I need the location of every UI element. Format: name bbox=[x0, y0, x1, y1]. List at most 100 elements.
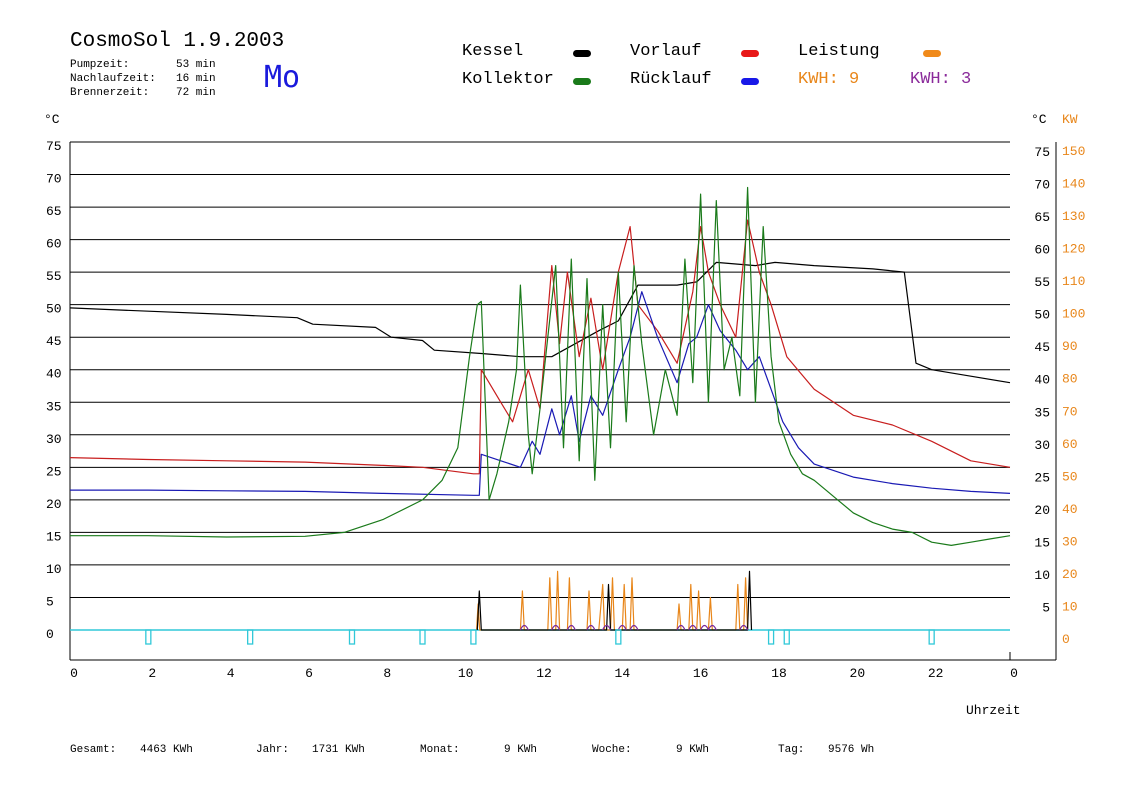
pump-marker-3 bbox=[419, 629, 426, 645]
footer-monat-label: Monat: bbox=[420, 744, 460, 756]
weekday-label: Mo bbox=[264, 60, 301, 95]
y-tick-left-40: 40 bbox=[46, 367, 62, 382]
y-tick-right-5: 5 bbox=[1042, 600, 1050, 615]
y-tick-kw-20: 20 bbox=[1062, 567, 1078, 582]
footer-tag-value: 9576 Wh bbox=[828, 744, 875, 756]
y-tick-kw-100: 100 bbox=[1062, 307, 1085, 322]
x-axis-label: Uhrzeit bbox=[966, 703, 1021, 718]
y-axis-unit-kw: KW bbox=[1062, 112, 1078, 127]
legend-vorlauf-label: Vorlauf bbox=[630, 42, 702, 61]
legend-kollektor-label: Kollektor bbox=[462, 70, 554, 89]
x-tick-10: 20 bbox=[850, 666, 866, 681]
y-tick-kw-10: 10 bbox=[1062, 599, 1078, 614]
kwh-bump-8 bbox=[688, 624, 698, 631]
pump-marker-2 bbox=[348, 629, 356, 645]
y-tick-left-20: 20 bbox=[46, 497, 62, 512]
y-tick-right-75: 75 bbox=[1034, 145, 1050, 160]
kwh-bump-7 bbox=[676, 624, 686, 631]
footer-woche-value: 9 KWh bbox=[676, 744, 710, 756]
series-kollektor bbox=[70, 186, 1011, 547]
kwh-bump-9 bbox=[699, 624, 710, 631]
y-tick-left-30: 30 bbox=[46, 432, 62, 447]
legend-vorlauf-swatch bbox=[741, 50, 759, 57]
y-tick-right-50: 50 bbox=[1034, 308, 1050, 323]
y-tick-kw-0: 0 bbox=[1062, 632, 1070, 647]
y-tick-kw-120: 120 bbox=[1062, 242, 1085, 257]
chart-series bbox=[69, 186, 1011, 631]
pump-marker-5 bbox=[615, 629, 622, 645]
footer-tag-label: Tag: bbox=[778, 744, 805, 756]
stat-pumpzeit-value: 53 min bbox=[176, 59, 216, 71]
series-vorlauf bbox=[69, 219, 1011, 475]
y-tick-left-45: 45 bbox=[46, 334, 62, 349]
legend-kessel-label: Kessel bbox=[462, 42, 524, 61]
series-kessel bbox=[69, 261, 1011, 384]
y-axis-unit-right: °C bbox=[1031, 112, 1047, 127]
x-tick-5: 10 bbox=[458, 666, 474, 681]
y-tick-right-25: 25 bbox=[1034, 470, 1050, 485]
legend-kwh-orange: KWH: 9 bbox=[798, 70, 860, 89]
chart-axes bbox=[69, 142, 1057, 661]
x-tick-12: 0 bbox=[1010, 666, 1018, 681]
pump-marker-7 bbox=[783, 629, 790, 645]
y-tick-kw-110: 110 bbox=[1062, 274, 1085, 289]
y-tick-left-55: 55 bbox=[46, 269, 62, 284]
x-tick-11: 22 bbox=[928, 666, 944, 681]
pump-marker-4 bbox=[470, 629, 477, 645]
app-title: CosmoSol 1.9.2003 bbox=[70, 30, 285, 53]
y-tick-right-55: 55 bbox=[1034, 275, 1050, 290]
y-tick-left-10: 10 bbox=[46, 562, 62, 577]
pump-marker-8 bbox=[928, 629, 935, 645]
x-tick-9: 18 bbox=[771, 666, 787, 681]
y-tick-kw-90: 90 bbox=[1062, 339, 1078, 354]
legend-leistung-swatch bbox=[923, 50, 941, 57]
x-tick-0: 0 bbox=[70, 666, 78, 681]
y-tick-kw-30: 30 bbox=[1062, 534, 1078, 549]
kwh-bump-5 bbox=[617, 624, 627, 631]
legend-kwh-purple: KWH: 3 bbox=[910, 70, 972, 89]
footer-jahr-value: 1731 KWh bbox=[312, 744, 365, 756]
kwh-bump-11 bbox=[739, 624, 749, 631]
footer-woche-label: Woche: bbox=[592, 744, 632, 756]
y-tick-kw-40: 40 bbox=[1062, 502, 1078, 517]
x-tick-7: 14 bbox=[615, 666, 631, 681]
y-tick-left-50: 50 bbox=[46, 302, 62, 317]
y-tick-left-65: 65 bbox=[46, 204, 62, 219]
legend-kollektor-swatch bbox=[573, 78, 591, 85]
y-tick-kw-50: 50 bbox=[1062, 469, 1078, 484]
x-tick-1: 2 bbox=[148, 666, 156, 681]
stat-brennerzeit-value: 72 min bbox=[176, 87, 216, 99]
y-tick-right-30: 30 bbox=[1034, 438, 1050, 453]
x-tick-2: 4 bbox=[227, 666, 235, 681]
kwh-bump-3 bbox=[586, 624, 596, 631]
footer-jahr-label: Jahr: bbox=[256, 744, 290, 756]
y-tick-right-65: 65 bbox=[1034, 210, 1050, 225]
y-tick-right-35: 35 bbox=[1034, 405, 1050, 420]
y-tick-right-10: 10 bbox=[1034, 568, 1050, 583]
y-tick-left-35: 35 bbox=[46, 399, 62, 414]
series-brenner bbox=[476, 570, 753, 631]
y-tick-left-5: 5 bbox=[46, 594, 54, 609]
y-tick-right-60: 60 bbox=[1034, 243, 1050, 258]
y-tick-kw-130: 130 bbox=[1062, 209, 1085, 224]
legend-ruecklauf-swatch bbox=[741, 78, 759, 85]
x-tick-3: 6 bbox=[305, 666, 313, 681]
y-tick-kw-70: 70 bbox=[1062, 404, 1078, 419]
x-tick-8: 16 bbox=[693, 666, 709, 681]
y-tick-right-45: 45 bbox=[1034, 340, 1050, 355]
y-tick-right-70: 70 bbox=[1034, 178, 1050, 193]
stat-nachlaufzeit-label: Nachlaufzeit: bbox=[70, 73, 156, 85]
y-tick-left-25: 25 bbox=[46, 464, 62, 479]
y-axis-unit-left: °C bbox=[44, 112, 60, 127]
y-tick-left-15: 15 bbox=[46, 529, 62, 544]
kwh-bump-0 bbox=[519, 624, 529, 631]
stat-brennerzeit-label: Brennerzeit: bbox=[70, 87, 150, 99]
pump-marker-0 bbox=[145, 629, 152, 645]
y-tick-kw-140: 140 bbox=[1062, 177, 1085, 192]
y-tick-kw-80: 80 bbox=[1062, 372, 1078, 387]
y-tick-right-15: 15 bbox=[1034, 535, 1050, 550]
series-leistung bbox=[476, 570, 749, 631]
chart-grid bbox=[70, 141, 1010, 598]
y-tick-kw-60: 60 bbox=[1062, 437, 1078, 452]
